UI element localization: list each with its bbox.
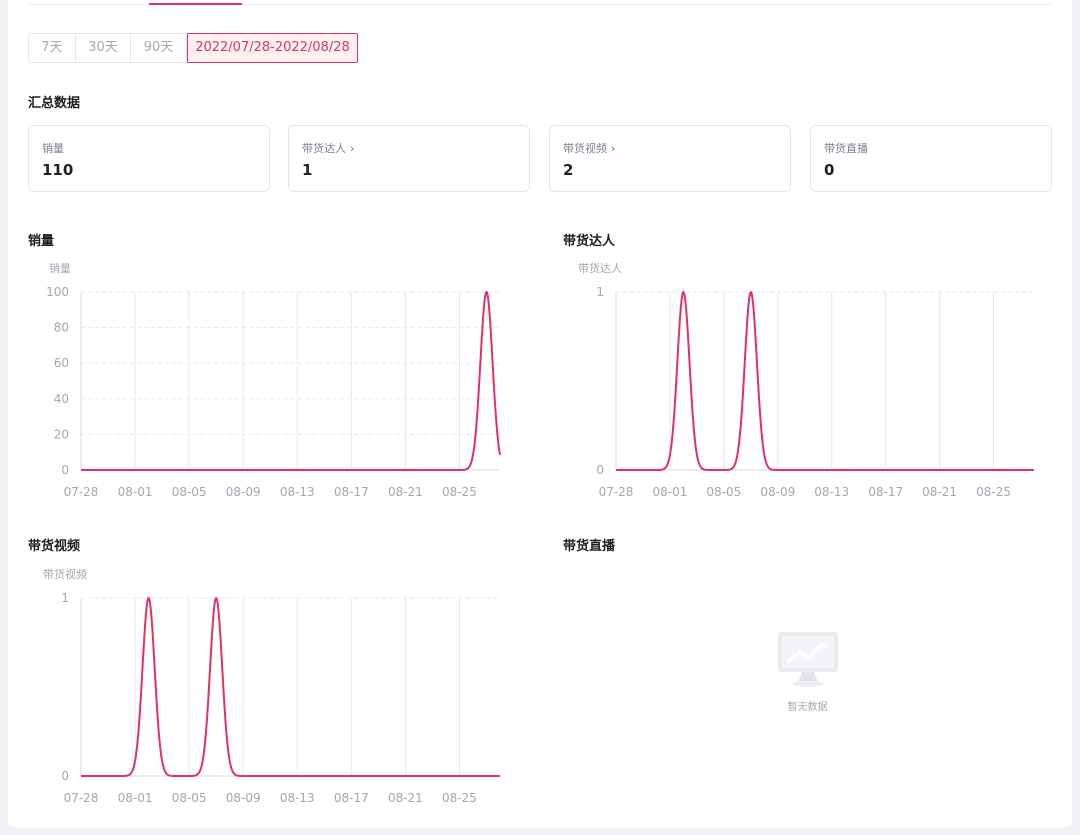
x-tick-label: 08-17: [868, 485, 903, 499]
tab-bar: [28, 0, 1052, 5]
summary-card-live: 带货直播 0: [810, 125, 1052, 192]
x-tick-label: 08-01: [118, 485, 153, 499]
x-tick-label: 07-28: [64, 791, 99, 805]
x-tick-label: 08-13: [280, 485, 315, 499]
range-7-days[interactable]: 7天: [28, 33, 76, 63]
x-tick-label: 08-21: [388, 791, 423, 805]
card-label: 带货直播: [824, 142, 868, 155]
x-tick-label: 07-28: [599, 485, 634, 499]
y-tick-label: 0: [61, 463, 69, 477]
summary-card-influencers[interactable]: 带货达人 › 1: [288, 125, 530, 192]
summary-card-sales: 销量 110: [28, 125, 270, 192]
x-tick-label: 08-13: [814, 485, 849, 499]
card-value: 1: [302, 161, 313, 179]
series-line: [616, 290, 1034, 471]
empty-state: 暂无数据: [745, 630, 870, 713]
x-tick-label: 08-21: [922, 485, 957, 499]
x-tick-label: 08-25: [976, 485, 1011, 499]
chevron-right-icon: ›: [350, 142, 355, 155]
x-tick-label: 08-25: [442, 485, 477, 499]
card-value: 2: [563, 161, 574, 179]
y-tick-label: 0: [596, 463, 604, 477]
x-tick-label: 08-17: [334, 791, 369, 805]
y-tick-label: 100: [46, 285, 69, 299]
x-tick-label: 07-28: [64, 485, 99, 499]
summary-card-videos[interactable]: 带货视频 › 2: [549, 125, 791, 192]
y-tick-label: 0: [61, 769, 69, 783]
series-line: [81, 290, 501, 471]
y-axis-label: 带货视频: [43, 567, 87, 581]
card-label: 带货视频 ›: [563, 142, 616, 155]
content-panel: [8, 0, 1072, 828]
y-axis-label: 带货达人: [578, 261, 622, 275]
card-label: 销量: [42, 142, 64, 155]
card-label: 带货达人 ›: [302, 142, 355, 155]
chart-title-live: 带货直播: [563, 539, 616, 554]
card-value: 110: [42, 161, 74, 179]
chart-title-sales: 销量: [28, 234, 55, 249]
x-tick-label: 08-05: [172, 791, 207, 805]
y-tick-label: 20: [54, 427, 69, 441]
x-tick-label: 08-05: [172, 485, 207, 499]
empty-chart-icon: [777, 632, 838, 687]
x-tick-label: 08-09: [226, 791, 261, 805]
y-tick-label: 1: [596, 285, 604, 299]
chart-title-videos: 带货视频: [28, 539, 81, 554]
range-90-days[interactable]: 90天: [131, 33, 187, 63]
x-tick-label: 08-01: [652, 485, 687, 499]
y-tick-label: 1: [61, 591, 69, 605]
card-value: 0: [824, 161, 835, 179]
series-line: [81, 596, 500, 777]
x-tick-label: 08-09: [226, 485, 261, 499]
date-range-selector: 7天 30天 90天 2022/07/28-2022/08/28: [28, 33, 358, 63]
y-axis-label: 销量: [49, 261, 71, 275]
chart-title-influencers: 带货达人: [563, 234, 616, 249]
y-tick-label: 40: [54, 392, 69, 406]
active-tab-indicator: [149, 3, 242, 5]
x-tick-label: 08-13: [280, 791, 315, 805]
x-tick-label: 08-01: [118, 791, 153, 805]
x-tick-label: 08-17: [334, 485, 369, 499]
range-30-days[interactable]: 30天: [76, 33, 131, 63]
y-tick-label: 60: [54, 356, 69, 370]
x-tick-label: 08-05: [706, 485, 741, 499]
x-tick-label: 08-09: [760, 485, 795, 499]
summary-title: 汇总数据: [28, 96, 81, 111]
chevron-right-icon: ›: [611, 142, 616, 155]
y-tick-label: 80: [54, 321, 69, 335]
empty-message: 暂无数据: [787, 702, 828, 713]
x-tick-label: 08-21: [388, 485, 423, 499]
x-tick-label: 08-25: [442, 791, 477, 805]
range-custom-dates[interactable]: 2022/07/28-2022/08/28: [187, 33, 358, 63]
